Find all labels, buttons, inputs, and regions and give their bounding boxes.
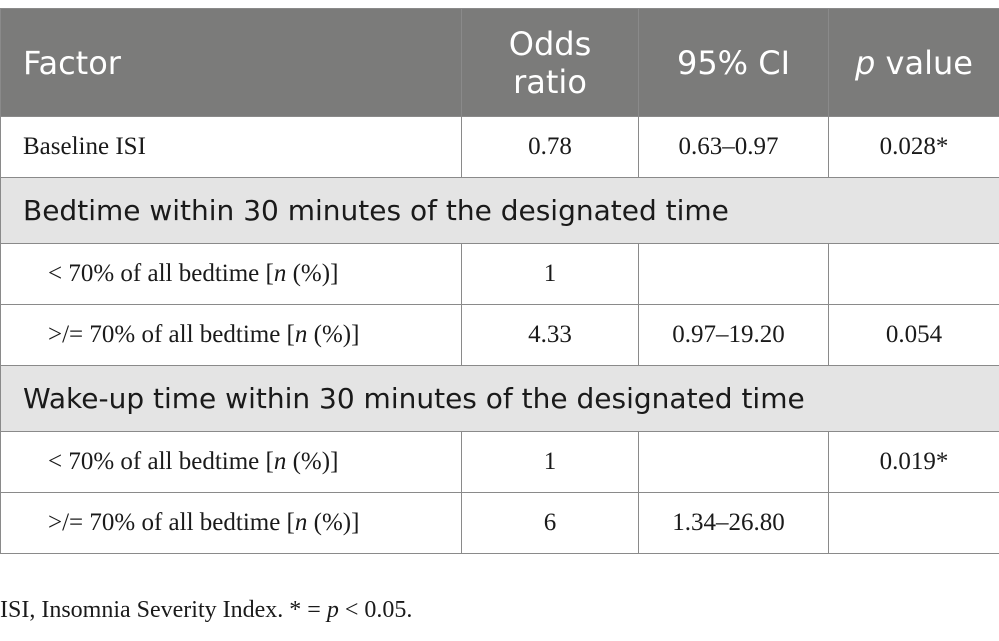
factor-text-end: (%)] bbox=[307, 509, 360, 536]
row-factor: < 70% of all bedtime [n (%)] bbox=[0, 431, 462, 493]
row-p-value: 0.019* bbox=[828, 431, 999, 493]
section-row-bedtime: Bedtime within 30 minutes of the designa… bbox=[0, 177, 999, 244]
row-odds-ratio: 1 bbox=[461, 431, 639, 493]
row-factor: < 70% of all bedtime [n (%)] bbox=[0, 243, 462, 305]
section-title-wake-up: Wake-up time within 30 minutes of the de… bbox=[0, 365, 999, 432]
header-odds-ratio: Odds ratio bbox=[461, 8, 639, 117]
row-odds-ratio: 4.33 bbox=[461, 304, 639, 366]
footnote-text: ISI, Insomnia Severity Index. * = bbox=[0, 597, 327, 623]
row-p-value: 0.054 bbox=[828, 304, 999, 366]
row-odds-ratio: 6 bbox=[461, 492, 639, 554]
n-symbol: n bbox=[294, 509, 308, 536]
row-ci: 0.97–19.20 bbox=[638, 304, 829, 366]
footnote-p-symbol: p bbox=[326, 597, 339, 623]
factor-text: < 70% of all bedtime [ bbox=[48, 260, 274, 287]
row-p-value bbox=[828, 492, 999, 554]
table-footnote: ISI, Insomnia Severity Index. * = p < 0.… bbox=[0, 597, 412, 624]
row-odds-ratio: 0.78 bbox=[461, 116, 639, 178]
results-table: Factor Odds ratio 95% CI p value Baselin… bbox=[0, 8, 999, 554]
n-symbol: n bbox=[273, 448, 287, 475]
row-factor: >/= 70% of all bedtime [n (%)] bbox=[0, 304, 462, 366]
row-p-value: 0.028* bbox=[828, 116, 999, 178]
factor-text-end: (%)] bbox=[286, 260, 339, 287]
table-row: < 70% of all bedtime [n (%)] 1 bbox=[0, 243, 999, 305]
section-title-bedtime: Bedtime within 30 minutes of the designa… bbox=[0, 177, 999, 244]
section-row-wake-up: Wake-up time within 30 minutes of the de… bbox=[0, 365, 999, 432]
header-odds-ratio-line1: Odds bbox=[508, 24, 592, 63]
row-factor: >/= 70% of all bedtime [n (%)] bbox=[0, 492, 462, 554]
factor-text-end: (%)] bbox=[286, 448, 339, 475]
header-factor: Factor bbox=[0, 8, 462, 117]
factor-text: < 70% of all bedtime [ bbox=[48, 448, 274, 475]
row-odds-ratio: 1 bbox=[461, 243, 639, 305]
row-ci bbox=[638, 243, 829, 305]
table-header-row: Factor Odds ratio 95% CI p value bbox=[0, 8, 999, 117]
row-factor: Baseline ISI bbox=[0, 116, 462, 178]
table-row: < 70% of all bedtime [n (%)] 1 0.019* bbox=[0, 431, 999, 493]
header-p-value: p value bbox=[828, 8, 999, 117]
factor-text: >/= 70% of all bedtime [ bbox=[48, 509, 295, 536]
n-symbol: n bbox=[294, 321, 308, 348]
table-row: >/= 70% of all bedtime [n (%)] 4.33 0.97… bbox=[0, 304, 999, 366]
header-odds-ratio-line2: ratio bbox=[513, 62, 587, 101]
row-p-value bbox=[828, 243, 999, 305]
table-row: Baseline ISI 0.78 0.63–0.97 0.028* bbox=[0, 116, 999, 178]
footnote-text-end: < 0.05. bbox=[338, 597, 413, 623]
row-ci: 1.34–26.80 bbox=[638, 492, 829, 554]
header-p-symbol: p bbox=[855, 43, 876, 82]
table-row: >/= 70% of all bedtime [n (%)] 6 1.34–26… bbox=[0, 492, 999, 554]
row-ci: 0.63–0.97 bbox=[638, 116, 829, 178]
row-ci bbox=[638, 431, 829, 493]
factor-text: >/= 70% of all bedtime [ bbox=[48, 321, 295, 348]
factor-text-end: (%)] bbox=[307, 321, 360, 348]
header-p-rest: value bbox=[875, 43, 973, 82]
n-symbol: n bbox=[273, 260, 287, 287]
header-ci: 95% CI bbox=[638, 8, 829, 117]
